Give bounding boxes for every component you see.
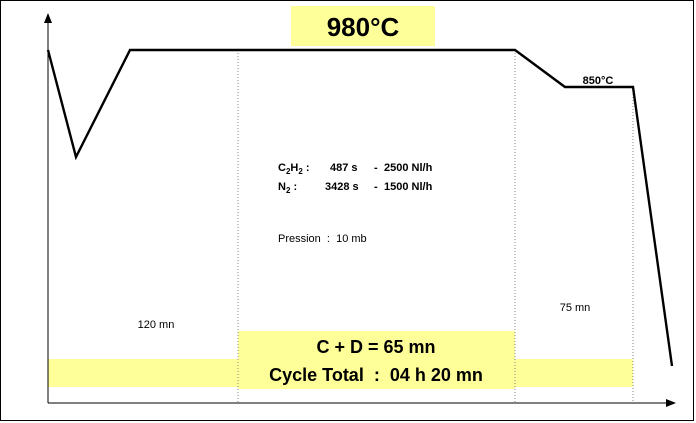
left-highlight-band <box>48 359 238 387</box>
nitrogen-label: N2 : <box>278 181 297 195</box>
nitrogen-gas-line: N2 : <box>278 181 297 195</box>
second-temperature-label: 850°C <box>583 75 614 87</box>
left-duration-label: 120 mn <box>138 319 175 331</box>
cycle-total-label: Cycle Total : 04 h 20 mn <box>269 365 483 385</box>
cd-duration-label: C + D = 65 mn <box>316 337 435 357</box>
main-temperature-label: 980°C <box>327 12 400 42</box>
temperature-label-box <box>291 6 435 46</box>
center-highlight-box <box>238 331 515 389</box>
nitrogen-flow: 1500 Nl/h <box>384 181 433 193</box>
acetylene-separator: - <box>374 162 378 174</box>
nitrogen-time: 3428 s <box>325 181 359 193</box>
temperature-profile-line <box>46 48 674 367</box>
pressure-label: Pression : 10 mb <box>278 233 367 245</box>
acetylene-flow: 2500 Nl/h <box>384 162 433 174</box>
acetylene-time: 487 s <box>330 162 358 174</box>
acetylene-gas-line: C2H2 : <box>278 162 310 176</box>
right-duration-label: 75 mn <box>560 302 591 314</box>
nitrogen-separator: - <box>374 181 378 193</box>
acetylene-label: C2H2 : <box>278 162 310 176</box>
right-highlight-band <box>515 359 633 387</box>
